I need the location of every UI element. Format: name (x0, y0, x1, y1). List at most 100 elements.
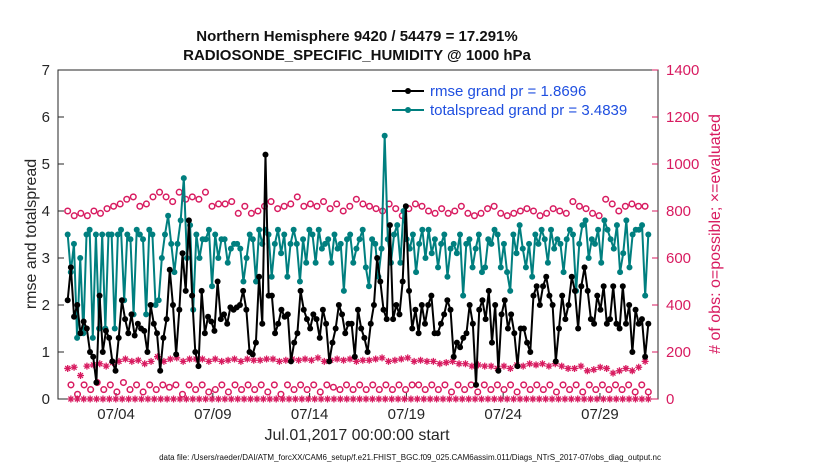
evaluated-point (593, 395, 601, 403)
rmse-point (616, 325, 623, 332)
possible-point (503, 212, 511, 220)
evaluated-point (150, 395, 158, 403)
evaluated-point (275, 357, 283, 365)
totalspread-point (569, 231, 576, 238)
rmse-point (300, 306, 307, 313)
evaluated-point (641, 357, 649, 365)
evaluated-point (121, 355, 129, 363)
possible-point (195, 195, 203, 203)
possible-point (113, 388, 121, 396)
evaluated-point (243, 355, 251, 363)
evaluated-point (461, 360, 469, 368)
rmse-point (377, 278, 384, 285)
totalspread-point (293, 240, 300, 247)
rmse-point (466, 302, 473, 308)
rmse-point (425, 302, 432, 308)
possible-point (638, 381, 646, 389)
rmse-point (626, 302, 633, 308)
evaluated-point (333, 355, 341, 363)
rmse-point (122, 316, 129, 323)
totalspread-point (450, 240, 457, 247)
possible-point (215, 200, 223, 208)
totalspread-point (70, 240, 77, 247)
possible-point (529, 207, 538, 215)
evaluated-point (356, 395, 364, 403)
evaluated-point (526, 360, 534, 368)
evaluated-point (548, 395, 556, 403)
evaluated-point (86, 395, 94, 403)
possible-point (323, 381, 331, 389)
totalspread-point (447, 245, 454, 252)
totalspread-point (469, 264, 476, 271)
totalspread-point (284, 273, 291, 280)
x-tick-label: 07/04 (97, 406, 135, 423)
possible-point (562, 209, 570, 217)
possible-point (497, 209, 505, 217)
totalspread-point (444, 273, 451, 280)
rmse-point (543, 273, 550, 280)
rmse-point (131, 332, 138, 339)
totalspread-point (391, 231, 398, 238)
possible-point (146, 381, 154, 389)
rmse-point (469, 320, 476, 327)
evaluated-point (269, 355, 277, 363)
rmse-point (610, 283, 617, 290)
totalspread-point (152, 302, 159, 308)
evaluated-point (343, 395, 351, 403)
evaluated-point (625, 395, 633, 403)
possible-point (234, 209, 242, 217)
rmse-point (166, 266, 173, 273)
evaluated-point (141, 360, 149, 368)
possible-point (224, 388, 232, 396)
totalspread-point (177, 217, 184, 224)
totalspread-point (466, 236, 473, 243)
rmse-point (642, 353, 649, 360)
totalspread-point (136, 231, 143, 238)
evaluated-point (221, 395, 229, 403)
rmse-point (342, 330, 349, 337)
evaluated-point (311, 395, 319, 403)
possible-point (566, 386, 574, 394)
totalspread-point (362, 264, 369, 271)
rmse-point (367, 320, 374, 327)
possible-point (546, 381, 554, 389)
totalspread-point (582, 217, 589, 224)
evaluated-point (561, 395, 569, 403)
rmse-point (540, 283, 547, 290)
possible-point (543, 209, 551, 217)
rmse-point (476, 306, 483, 313)
possible-point (520, 381, 528, 389)
rmse-point (597, 306, 604, 313)
totalspread-point (535, 240, 542, 247)
y-tick-right-label: 200 (666, 344, 691, 361)
rmse-point (402, 203, 409, 210)
possible-point (362, 386, 370, 394)
totalspread-point (202, 236, 209, 243)
rmse-point (578, 283, 585, 290)
evaluated-point (205, 357, 213, 365)
rmse-point (275, 320, 282, 327)
evaluated-point (314, 354, 322, 362)
legend: rmse grand pr = 1.8696 totalspread grand… (392, 83, 627, 119)
totalspread-point (513, 250, 520, 257)
evaluated-point (590, 366, 598, 374)
rmse-point (176, 306, 183, 313)
rmse-point (457, 344, 464, 351)
totalspread-point (472, 245, 479, 252)
totalspread-point (306, 226, 313, 233)
rmse-point (575, 325, 582, 332)
rmse-point (128, 311, 135, 318)
evaluated-point (250, 356, 258, 364)
evaluated-point (410, 357, 418, 365)
rmse-point (64, 297, 71, 304)
possible-point (493, 381, 501, 389)
totalspread-point (560, 269, 567, 276)
possible-point (201, 188, 210, 196)
rmse-point (549, 302, 556, 308)
rmse-point (80, 318, 87, 325)
y-tick-right-label: 1400 (666, 62, 699, 79)
possible-point (464, 209, 472, 217)
evaluated-point (542, 395, 550, 403)
possible-point (408, 381, 416, 389)
totalspread-point (457, 231, 464, 238)
